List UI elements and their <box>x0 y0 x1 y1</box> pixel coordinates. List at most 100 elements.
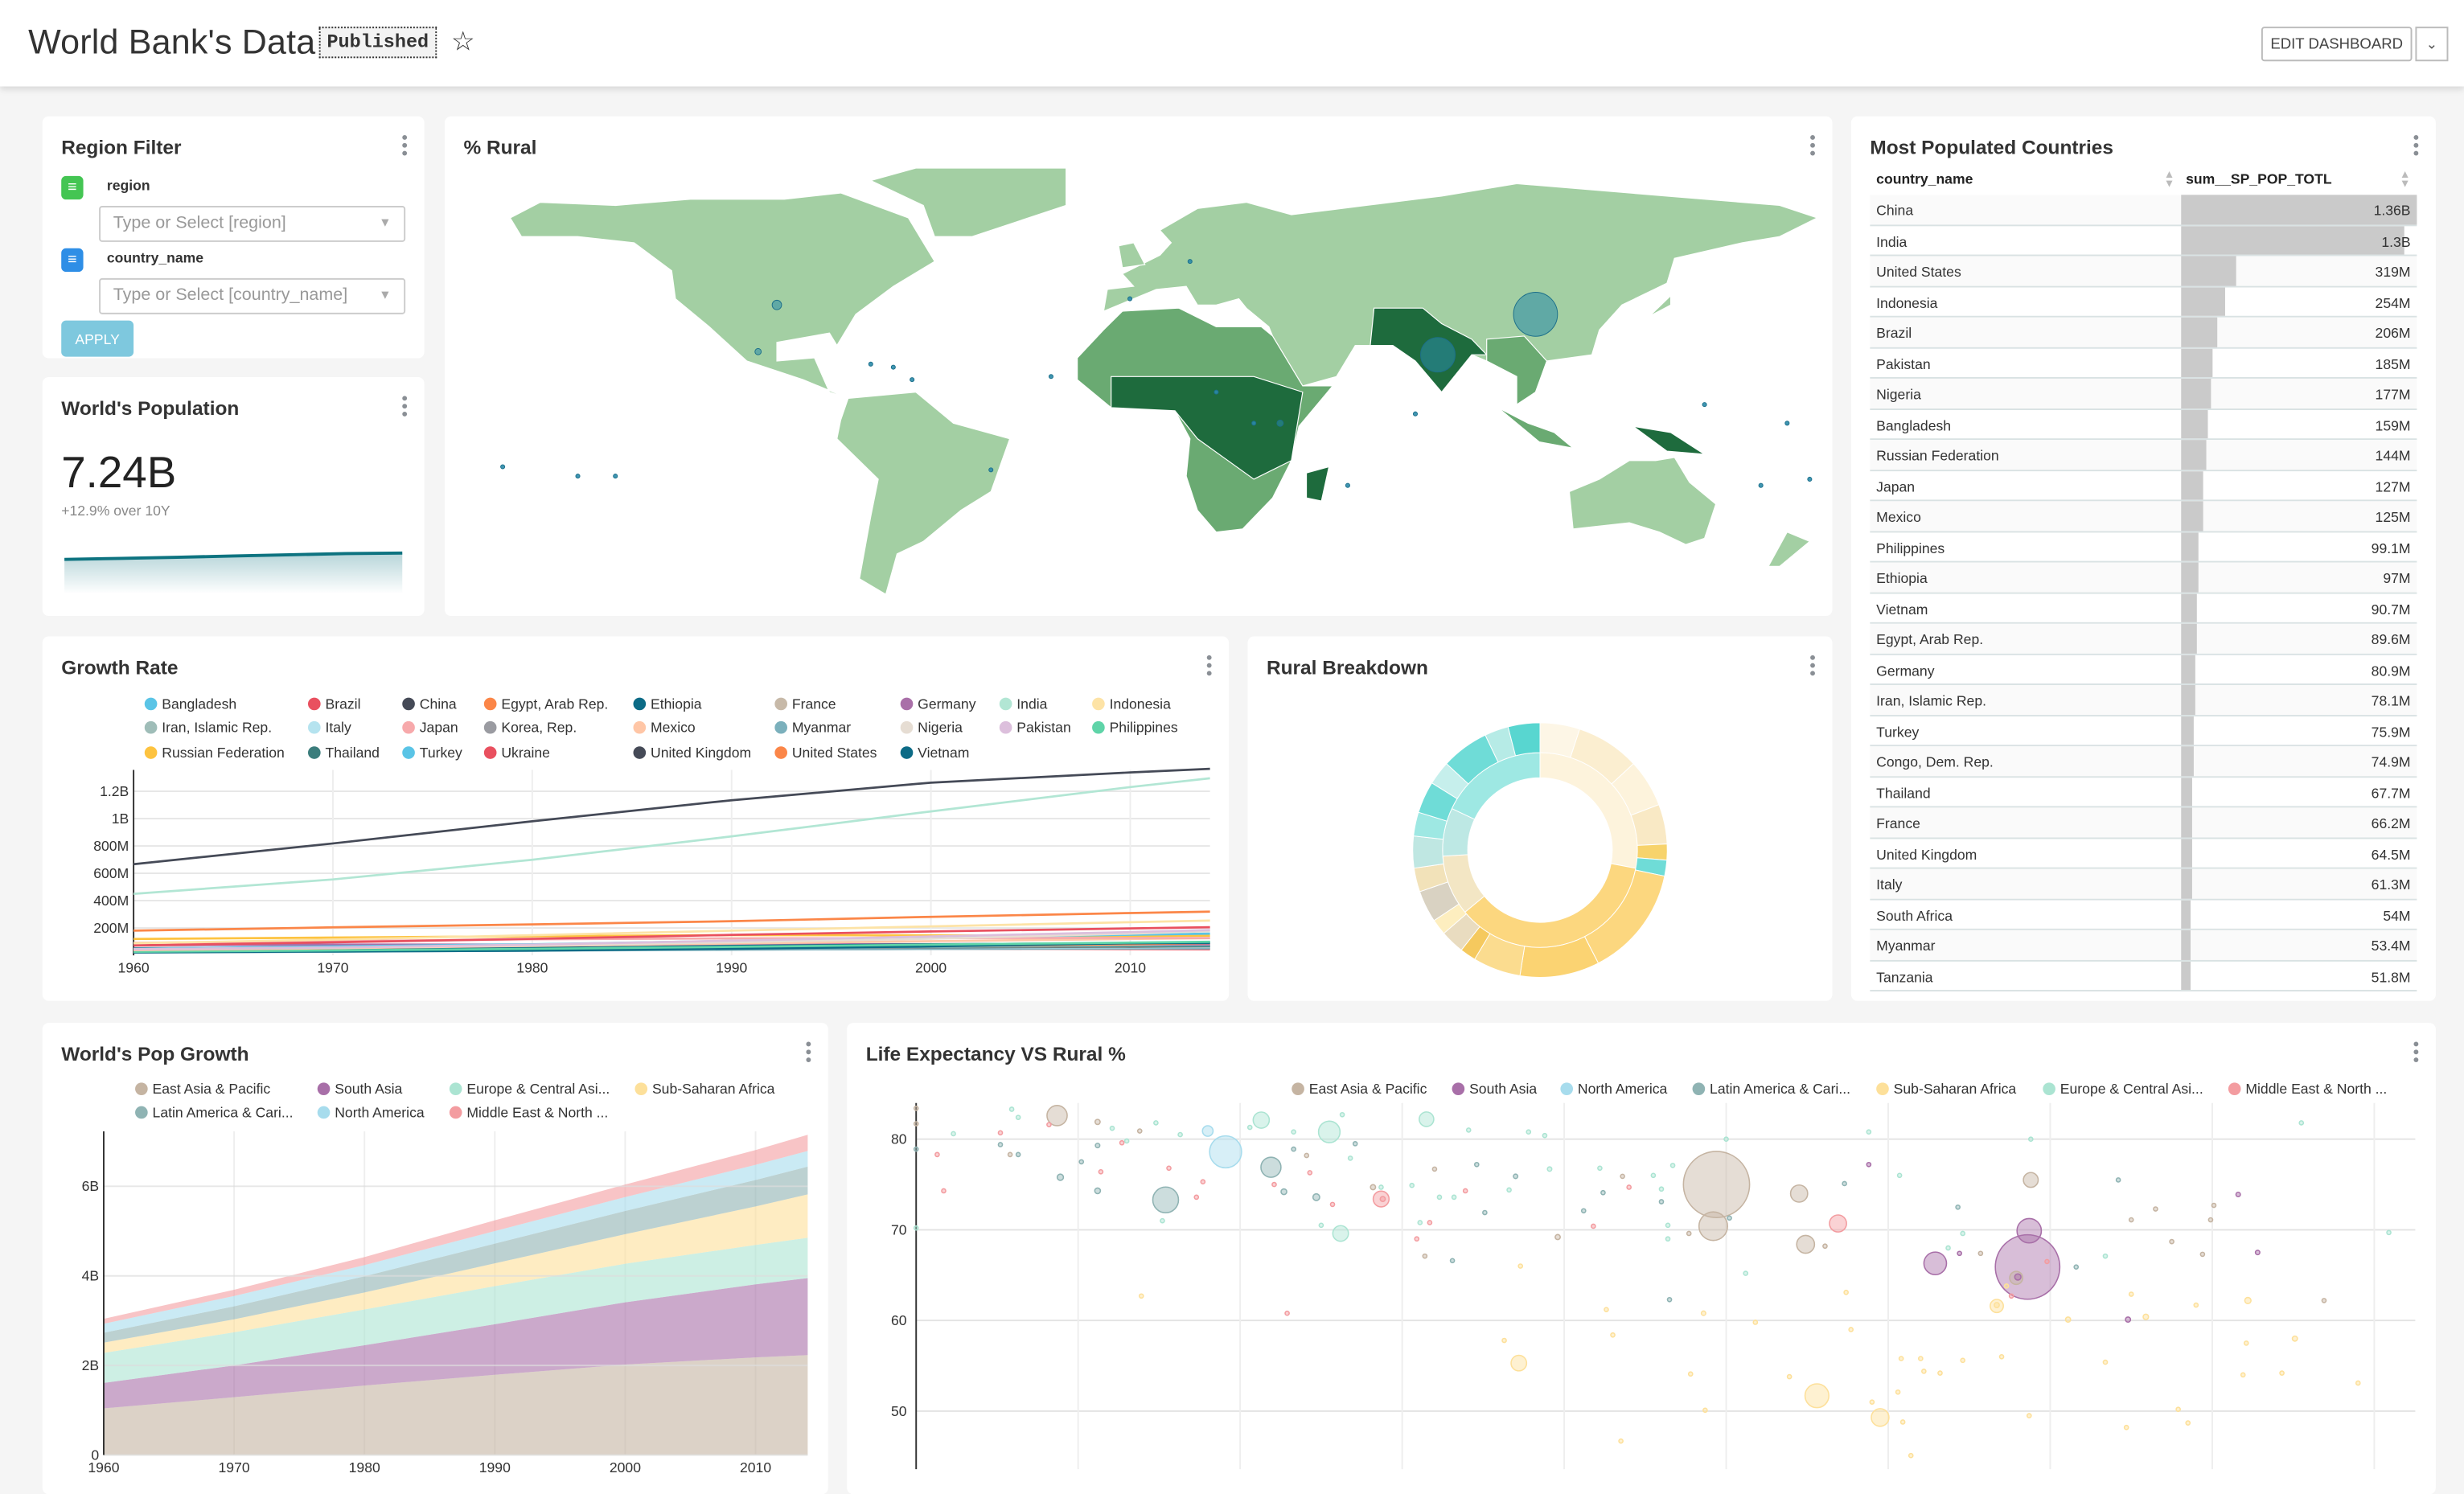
table-row[interactable]: Italy 61.3M <box>1870 868 2417 900</box>
legend-item[interactable]: Ukraine <box>483 744 550 760</box>
legend-item[interactable]: Middle East & North ... <box>449 1105 608 1120</box>
legend-item[interactable]: United Kingdom <box>633 744 751 760</box>
legend-item[interactable]: Sub-Saharan Africa <box>1876 1081 2016 1097</box>
region-select[interactable]: Type or Select [region] ▼ <box>99 205 406 242</box>
table-row[interactable]: Turkey 75.9M <box>1870 716 2417 747</box>
sort-icon[interactable]: ▲ ▼ <box>2163 170 2175 191</box>
legend-dot <box>633 745 647 759</box>
legend-item[interactable]: Latin America & Cari... <box>1692 1081 1851 1097</box>
more-menu-icon[interactable] <box>806 1041 812 1065</box>
legend-dot <box>135 1106 148 1119</box>
legend-item[interactable]: North America <box>317 1105 425 1120</box>
table-row[interactable]: India 1.3B <box>1870 225 2417 257</box>
table-row[interactable]: United Kingdom 64.5M <box>1870 838 2417 869</box>
chevron-down-icon[interactable]: ⌄ <box>2415 27 2449 62</box>
legend-item[interactable]: India <box>999 696 1047 712</box>
legend-item[interactable]: Vietnam <box>900 744 969 760</box>
table-row[interactable]: Tanzania 51.8M <box>1870 960 2417 992</box>
legend-label: Pakistan <box>1016 720 1071 737</box>
legend-item[interactable]: Latin America & Cari... <box>135 1105 294 1120</box>
table-row[interactable]: Indonesia 254M <box>1870 286 2417 318</box>
filter-icon: ≡ <box>61 175 84 200</box>
legend-item[interactable]: China <box>402 696 457 712</box>
legend-item[interactable]: Middle East & North ... <box>2228 1081 2387 1097</box>
legend-item[interactable]: Italy <box>307 720 351 736</box>
legend-item[interactable]: Europe & Central Asi... <box>449 1081 610 1097</box>
legend-label: North America <box>1577 1081 1668 1097</box>
table-row[interactable]: Egypt, Arab Rep. 89.6M <box>1870 623 2417 655</box>
legend-item[interactable]: Brazil <box>307 696 360 712</box>
legend-item[interactable]: Egypt, Arab Rep. <box>483 696 608 712</box>
legend-item[interactable]: United States <box>774 744 877 760</box>
legend-item[interactable]: Japan <box>402 720 458 736</box>
table-row[interactable]: Ethiopia 97M <box>1870 562 2417 593</box>
more-menu-icon[interactable] <box>2413 1041 2420 1065</box>
legend-item[interactable]: Ethiopia <box>633 696 702 712</box>
table-row[interactable]: Nigeria 177M <box>1870 378 2417 410</box>
column-header-country[interactable]: country_name <box>1876 170 1973 187</box>
legend-label: Latin America & Cari... <box>1710 1081 1851 1097</box>
legend-item[interactable]: Myanmar <box>774 720 851 736</box>
table-row[interactable]: Pakistan 185M <box>1870 347 2417 379</box>
table-row[interactable]: Japan 127M <box>1870 470 2417 502</box>
more-menu-icon[interactable] <box>402 135 409 158</box>
table-row[interactable]: Iran, Islamic Rep. 78.1M <box>1870 684 2417 716</box>
table-row[interactable]: Mexico 125M <box>1870 501 2417 532</box>
more-menu-icon[interactable] <box>2413 135 2420 158</box>
legend-item[interactable]: Europe & Central Asi... <box>2043 1081 2203 1097</box>
legend-item[interactable]: Turkey <box>402 744 462 760</box>
population-bar <box>2181 256 2236 285</box>
status-badge[interactable]: Published <box>318 27 437 59</box>
legend-item[interactable]: East Asia & Pacific <box>135 1081 270 1097</box>
legend-label: China <box>419 696 457 712</box>
table-row[interactable]: South Africa 54M <box>1870 899 2417 930</box>
legend-item[interactable]: Iran, Islamic Rep. <box>144 720 272 736</box>
legend-item[interactable]: Bangladesh <box>144 696 236 712</box>
legend-item[interactable]: France <box>774 696 836 712</box>
sort-icon[interactable]: ▲ ▼ <box>2399 170 2411 191</box>
table-row[interactable]: Bangladesh 159M <box>1870 409 2417 441</box>
table-row[interactable]: France 66.2M <box>1870 807 2417 839</box>
legend-item[interactable]: Indonesia <box>1092 696 1171 712</box>
population-bar <box>2181 286 2225 316</box>
legend-label: Ukraine <box>501 744 550 760</box>
card-title: Growth Rate <box>61 656 179 679</box>
legend-item[interactable]: Germany <box>900 696 976 712</box>
legend-item[interactable]: Mexico <box>633 720 696 736</box>
column-header-population[interactable]: sum__SP_POP_TOTL <box>2186 170 2332 187</box>
legend-item[interactable]: Sub-Saharan Africa <box>634 1081 774 1097</box>
legend-item[interactable]: East Asia & Pacific <box>1292 1081 1427 1097</box>
country-name: United Kingdom <box>1876 846 1977 862</box>
edit-dashboard-button[interactable]: EDIT DASHBOARD <box>2261 27 2413 62</box>
more-menu-icon[interactable] <box>1206 655 1214 679</box>
rural-breakdown-card: Rural Breakdown <box>1247 636 1833 1001</box>
table-row[interactable]: Thailand 67.7M <box>1870 777 2417 808</box>
apply-button[interactable]: APPLY <box>61 320 134 357</box>
legend-item[interactable]: Philippines <box>1092 720 1178 736</box>
legend-item[interactable]: North America <box>1560 1081 1667 1097</box>
legend-item[interactable]: Thailand <box>307 744 380 760</box>
country-name: Mexico <box>1876 509 1921 525</box>
country-name: Bangladesh <box>1876 417 1952 433</box>
table-row[interactable]: Germany 80.9M <box>1870 654 2417 685</box>
table-row[interactable]: Russian Federation 144M <box>1870 440 2417 471</box>
table-row[interactable]: United States 319M <box>1870 256 2417 287</box>
table-row[interactable]: Vietnam 90.7M <box>1870 593 2417 624</box>
legend-item[interactable]: Pakistan <box>999 720 1071 737</box>
country-select[interactable]: Type or Select [country_name] ▼ <box>99 277 406 314</box>
table-row[interactable]: Philippines 99.1M <box>1870 532 2417 563</box>
legend-dot <box>900 721 914 735</box>
more-menu-icon[interactable] <box>1810 135 1817 158</box>
legend-item[interactable]: South Asia <box>1452 1081 1537 1097</box>
legend-item[interactable]: South Asia <box>317 1081 402 1097</box>
star-outline-icon[interactable]: ☆ <box>450 27 475 57</box>
legend-item[interactable]: Korea, Rep. <box>483 720 577 736</box>
table-row[interactable]: Congo, Dem. Rep. 74.9M <box>1870 746 2417 778</box>
legend-item[interactable]: Russian Federation <box>144 744 285 760</box>
legend-item[interactable]: Nigeria <box>900 720 963 736</box>
more-menu-icon[interactable] <box>402 396 409 419</box>
table-row[interactable]: Brazil 206M <box>1870 317 2417 348</box>
table-row[interactable]: Myanmar 53.4M <box>1870 930 2417 961</box>
table-row[interactable]: China 1.36B <box>1870 195 2417 226</box>
more-menu-icon[interactable] <box>1810 655 1817 679</box>
